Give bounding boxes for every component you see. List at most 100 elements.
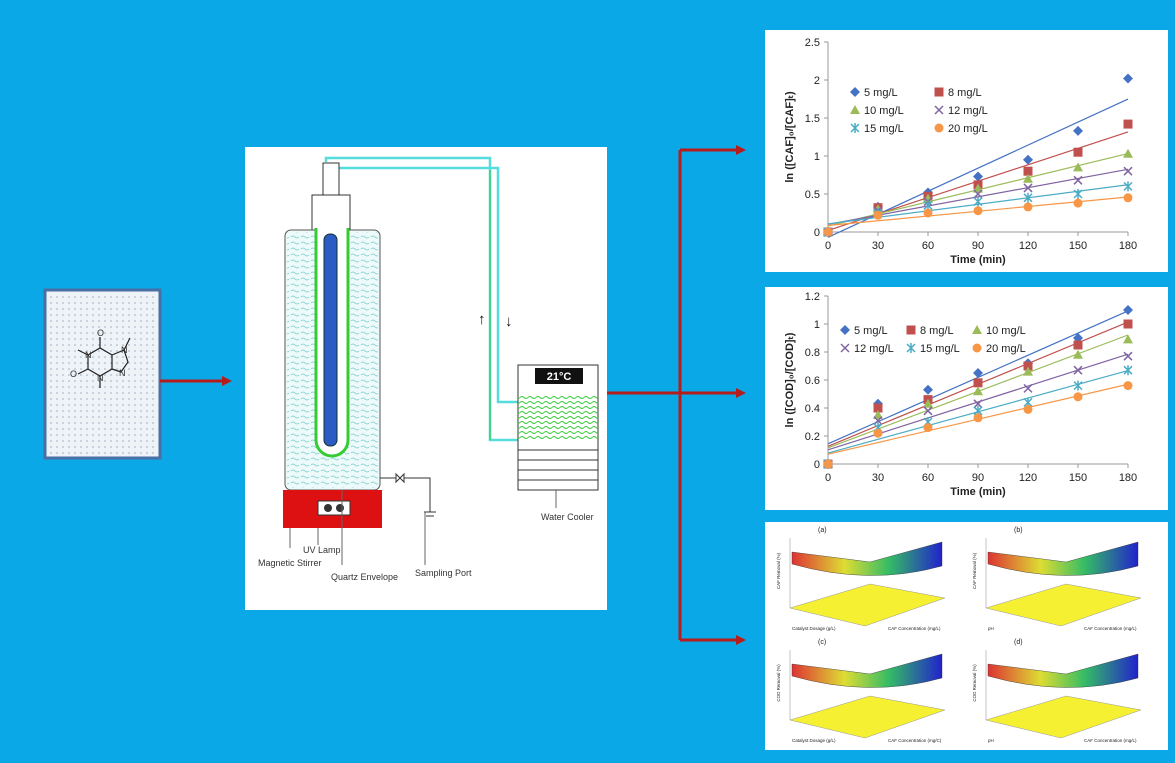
legend-label: 8 mg/L xyxy=(948,87,982,99)
flow-arrow: ↓ xyxy=(505,313,513,330)
x-tick-label: 150 xyxy=(1069,472,1087,484)
x-tick-label: 60 xyxy=(922,472,934,484)
y-tick-label: 0.6 xyxy=(805,375,820,387)
x-tick-label: 90 xyxy=(972,240,984,252)
marker xyxy=(874,429,883,438)
x-tick-label: 0 xyxy=(825,472,831,484)
legend-label: 10 mg/L xyxy=(986,325,1026,337)
molecule-panel: N N N N O O xyxy=(45,290,160,458)
atom-label: O xyxy=(70,369,77,379)
z-axis-title: COD Removal (%) xyxy=(776,664,781,702)
label: Sampling Port xyxy=(415,568,472,578)
panel-label: (c) xyxy=(818,639,826,646)
panel-label: (a) xyxy=(818,527,827,534)
y-tick-label: 1.2 xyxy=(805,291,820,303)
marker xyxy=(1024,405,1033,414)
atom-label: O xyxy=(97,328,104,338)
x-tick-label: 180 xyxy=(1119,472,1137,484)
x2-axis-title: CAF Concentration (mg/L) xyxy=(888,626,941,631)
y-tick-label: 0 xyxy=(814,227,820,239)
legend-label: 5 mg/L xyxy=(854,325,888,337)
atom-label: N xyxy=(119,368,126,378)
reactor-cap xyxy=(312,195,350,230)
marker xyxy=(974,206,983,215)
legend-label: 15 mg/L xyxy=(864,123,904,135)
legend-label: 10 mg/L xyxy=(864,105,904,117)
x-tick-label: 180 xyxy=(1119,240,1137,252)
marker xyxy=(824,460,833,469)
x1-axis-title: pH xyxy=(988,738,994,743)
flow-arrow: ↑ xyxy=(478,311,486,328)
marker xyxy=(1074,148,1083,157)
y-tick-label: 2 xyxy=(814,75,820,87)
atom-label: N xyxy=(85,350,92,360)
marker xyxy=(1024,202,1033,211)
legend-label: 5 mg/L xyxy=(864,87,898,99)
marker xyxy=(907,326,916,335)
legend-label: 15 mg/L xyxy=(920,343,960,355)
x-axis-title: Time (min) xyxy=(950,486,1006,498)
marker xyxy=(973,344,982,353)
x-tick-label: 120 xyxy=(1019,240,1037,252)
z-axis-title: COD Removal (%) xyxy=(972,664,977,702)
marker xyxy=(824,228,833,237)
panel-label: (b) xyxy=(1014,527,1023,534)
z-axis-title: CAF Removal (%) xyxy=(776,552,781,589)
marker xyxy=(1124,381,1133,390)
legend-label: 20 mg/L xyxy=(948,123,988,135)
label: Water Cooler xyxy=(541,512,594,522)
y-tick-label: 1.5 xyxy=(805,113,820,125)
marker xyxy=(974,413,983,422)
y-tick-label: 2.5 xyxy=(805,37,820,49)
y-tick-label: 1 xyxy=(814,151,820,163)
marker xyxy=(1074,392,1083,401)
reactor-panel: 21°C ↑ ↓ Magnetic Stirrer UV Lamp Quartz… xyxy=(245,147,607,610)
atom-label: N xyxy=(121,345,128,355)
x-tick-label: 30 xyxy=(872,240,884,252)
atom-label: N xyxy=(97,373,104,383)
marker xyxy=(1124,120,1133,129)
marker xyxy=(1074,341,1083,350)
y-axis-title: ln ([COD]₀/[COD]ₜ) xyxy=(784,332,796,427)
label: Magnetic Stirrer xyxy=(258,558,322,568)
x-tick-label: 0 xyxy=(825,240,831,252)
marker xyxy=(924,209,933,218)
z-axis-title: CAF Removal (%) xyxy=(972,552,977,589)
y-tick-label: 0 xyxy=(814,459,820,471)
legend-label: 8 mg/L xyxy=(920,325,954,337)
marker xyxy=(935,124,944,133)
legend-label: 20 mg/L xyxy=(986,343,1026,355)
y-tick-label: 1 xyxy=(814,319,820,331)
y-axis-title: ln ([CAF]₀/[CAF]ₜ) xyxy=(784,91,796,183)
temperature: 21°C xyxy=(547,371,572,383)
stirrer-dot xyxy=(336,504,344,512)
label: Quartz Envelope xyxy=(331,572,398,582)
marker xyxy=(935,88,944,97)
marker xyxy=(974,378,983,387)
x-axis-title: Time (min) xyxy=(950,254,1006,266)
y-tick-label: 0.8 xyxy=(805,347,820,359)
panel-label: (d) xyxy=(1014,639,1023,646)
marker xyxy=(874,211,883,220)
x2-axis-title: CAF Concentration (mg/L) xyxy=(1084,626,1137,631)
legend-label: 12 mg/L xyxy=(854,343,894,355)
stirrer-bar xyxy=(318,501,350,515)
marker xyxy=(924,423,933,432)
x-tick-label: 90 xyxy=(972,472,984,484)
uv-lamp xyxy=(324,234,337,446)
y-tick-label: 0.2 xyxy=(805,431,820,443)
x-tick-label: 60 xyxy=(922,240,934,252)
page: N N N N O O xyxy=(0,0,1175,763)
y-tick-label: 0.5 xyxy=(805,189,820,201)
lamp-cap xyxy=(323,163,339,195)
x1-axis-title: pH xyxy=(988,626,994,631)
marker xyxy=(1124,320,1133,329)
stirrer-dot xyxy=(324,504,332,512)
cooler-water xyxy=(518,395,598,440)
legend-label: 12 mg/L xyxy=(948,105,988,117)
x-tick-label: 120 xyxy=(1019,472,1037,484)
y-tick-label: 0.4 xyxy=(805,403,820,415)
x2-axis-title: CAF Concentration (mg/L) xyxy=(1084,738,1137,743)
x2-axis-title: CAF Concentration (mg/C) xyxy=(888,738,942,743)
x1-axis-title: Catalyst Dosage (g/L) xyxy=(792,738,836,743)
